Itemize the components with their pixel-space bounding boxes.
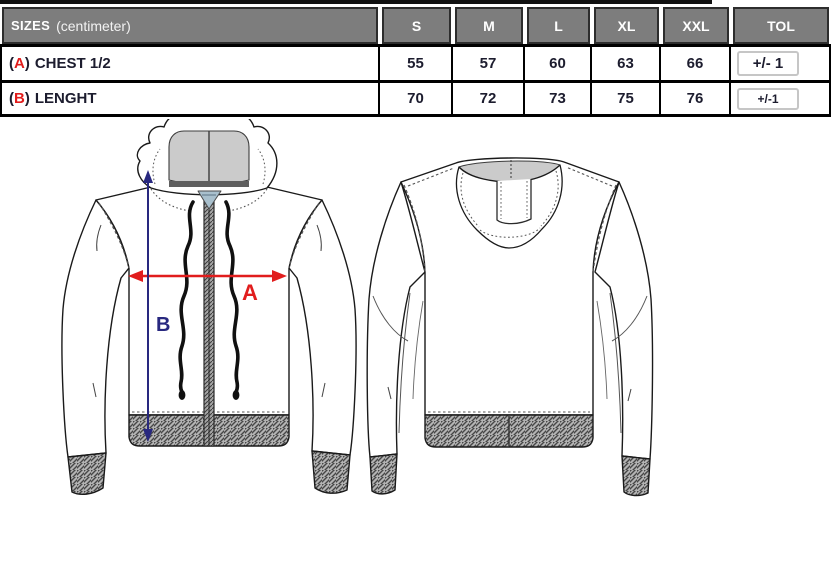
col-header-s: S [382, 7, 451, 44]
cell-length-l: 73 [525, 83, 592, 117]
table-top-border [0, 0, 712, 4]
table-unit: (centimeter) [56, 17, 131, 34]
right-drawstring-aglet [232, 390, 240, 400]
back-cuff-crease-right [627, 388, 632, 402]
table-header-row: SIZES (centimeter) S M L XL XXL TOL [0, 7, 831, 44]
back-left-cuff [369, 453, 398, 495]
chest-arrow-label: A [242, 280, 258, 305]
front-sleeve-crease-left [96, 224, 102, 252]
chest-measure-arrow: A [128, 270, 287, 305]
front-armhole-seam-left [98, 202, 130, 269]
col-header-l: L [527, 7, 590, 44]
row-name-length: LENGHT [34, 90, 97, 107]
row-letter-b: B [14, 90, 25, 107]
back-right-cuff [621, 455, 651, 497]
col-header-tol: TOL [733, 7, 829, 44]
cell-length-xl: 75 [592, 83, 661, 117]
tolerance-box-length: +/-1 [737, 87, 799, 110]
front-right-cuff [311, 450, 351, 494]
cell-chest-m: 57 [453, 44, 525, 83]
row-label-chest: (A) CHEST 1/2 [0, 44, 380, 83]
row-letter-a: A [14, 55, 25, 72]
cell-chest-xl: 63 [592, 44, 661, 83]
cell-length-tol: +/-1 [731, 83, 831, 117]
back-hood-bottom-stitch [479, 227, 541, 238]
front-sleeve-crease-right [316, 224, 322, 252]
front-left-cuff [67, 452, 107, 496]
cell-length-m: 72 [453, 83, 525, 117]
back-armhole-seam-left [403, 184, 426, 273]
col-header-xxl: XXL [663, 7, 729, 44]
back-hood-panel [496, 179, 532, 225]
col-header-xl: XL [594, 7, 659, 44]
header-sizes: SIZES (centimeter) [2, 7, 378, 44]
hoodie-diagram: A B [0, 108, 831, 563]
back-armhole-seam-right [592, 184, 617, 273]
front-armhole-seam-right [288, 202, 320, 269]
length-measure-arrow: B [143, 170, 170, 442]
row-name-chest: CHEST 1/2 [34, 55, 111, 72]
cell-chest-xxl: 66 [661, 44, 731, 83]
front-hood-edge-stitch-right [227, 188, 268, 212]
back-sleeve-crease-left [398, 292, 411, 434]
cell-length-s: 70 [380, 83, 453, 117]
back-sleeve-fold-right [611, 295, 648, 342]
hoodie-back-view [366, 157, 654, 497]
back-right-sleeve [594, 181, 654, 460]
hoodie-front-view [61, 108, 357, 496]
table-row-length: (B) LENGHT 70 72 73 75 76 +/-1 [0, 83, 831, 117]
back-shoulder-seam-right [565, 166, 613, 187]
back-shoulder-seam-left [407, 167, 455, 187]
cell-length-xxl: 76 [661, 83, 731, 117]
col-header-m: M [455, 7, 523, 44]
hoodie-technical-drawing: A B [61, 108, 654, 497]
back-sleeve-crease-left2 [412, 300, 424, 400]
front-cuff-crease-right [321, 382, 326, 398]
table-row-chest: (A) CHEST 1/2 55 57 60 63 66 +/- 1 [0, 44, 831, 83]
tolerance-box-chest: +/- 1 [737, 51, 799, 76]
cell-chest-tol: +/- 1 [731, 44, 831, 83]
left-drawstring-aglet [178, 390, 186, 400]
back-sleeve-crease-right [609, 292, 622, 434]
cell-chest-s: 55 [380, 44, 453, 83]
back-cuff-crease-left [387, 386, 392, 400]
row-label-length: (B) LENGHT [0, 83, 380, 117]
length-arrow-label: B [156, 314, 170, 336]
back-sleeve-crease-right2 [596, 300, 608, 400]
front-hood-edge-stitch-left [150, 188, 191, 212]
back-hood-drape-stitch [460, 172, 480, 228]
size-chart-table: SIZES (centimeter) S M L XL XXL TOL (A) … [0, 0, 831, 117]
back-hood-drape-stitch-right [540, 170, 559, 227]
front-cuff-crease-left [92, 382, 97, 398]
table-title: SIZES [11, 18, 51, 33]
left-drawstring [178, 200, 195, 394]
back-sleeve-fold-left [372, 295, 409, 342]
front-collar-band [169, 181, 249, 187]
right-drawstring [224, 200, 240, 394]
cell-chest-l: 60 [525, 44, 592, 83]
